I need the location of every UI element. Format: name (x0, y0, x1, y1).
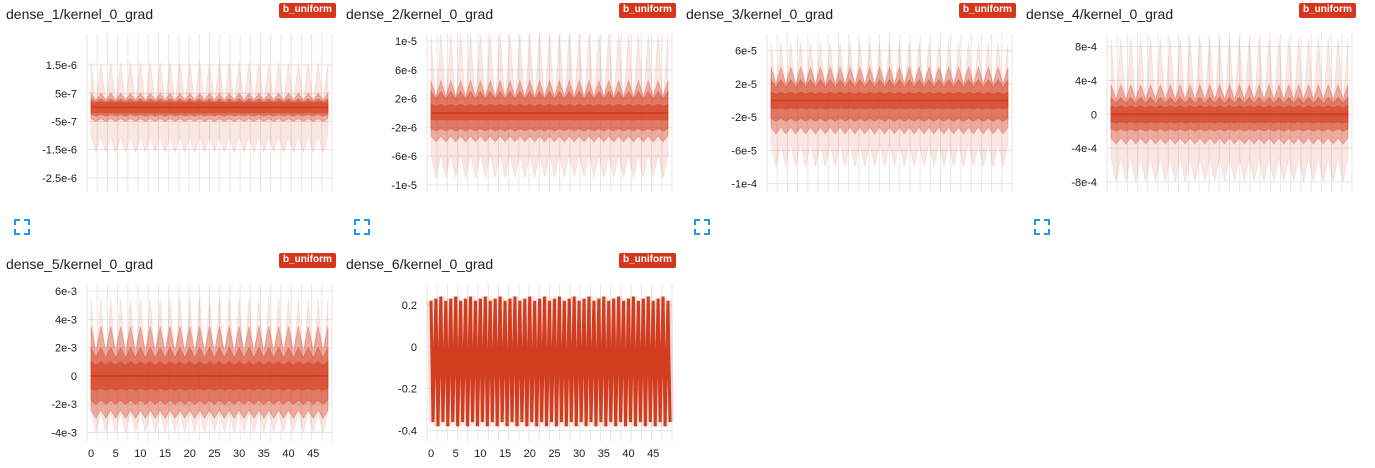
histogram-plot[interactable]: 6e-5 2e-5 -2e-5 -6e-5 -1e-4 (680, 0, 1020, 200)
y-tick-label: -2.5e-6 (42, 173, 77, 185)
y-tick-label: -4e-3 (51, 428, 77, 440)
y-tick-label: 4e-4 (1075, 75, 1097, 87)
chart-card-1: dense_1/kernel_0_grad b_uniform 1.5e-6 5e… (0, 0, 340, 240)
y-tick-label: -6e-6 (391, 151, 417, 163)
y-tick-label: -0.2 (398, 384, 417, 396)
chart-card-2: dense_2/kernel_0_grad b_uniform 1e-5 6e-6… (340, 0, 680, 240)
chart-card-6: dense_6/kernel_0_grad b_uniform 0.2 0 -0.2… (340, 250, 680, 468)
y-tick-label: 4e-3 (55, 314, 77, 326)
x-tick-label: 0 (428, 448, 434, 460)
x-tick-label: 35 (258, 448, 270, 460)
y-tick-label: -1e-5 (391, 180, 417, 192)
x-tick-label: 45 (647, 448, 659, 460)
y-tick-label: 0 (411, 342, 417, 354)
y-tick-label: 8e-4 (1075, 42, 1097, 54)
y-tick-label: 1e-5 (395, 36, 417, 48)
y-tick-label: -2e-3 (51, 399, 77, 411)
x-tick-label: 20 (524, 448, 536, 460)
x-tick-label: 20 (184, 448, 196, 460)
y-tick-label: -4e-4 (1071, 143, 1097, 155)
x-tick-label: 45 (307, 448, 319, 460)
y-tick-label: -2e-6 (391, 122, 417, 134)
y-tick-label: -1.5e-6 (42, 145, 77, 157)
chart-card-3: dense_3/kernel_0_grad b_uniform 6e-5 2e-5… (680, 0, 1020, 240)
histogram-plot[interactable]: 0.2 0 -0.2 -0.4 0 5 10 15 20 25 30 35 40 45 (340, 250, 680, 468)
run-badge: b_uniform (959, 3, 1016, 18)
series-halo (427, 296, 674, 427)
chart-title: dense_4/kernel_0_grad (1026, 6, 1174, 22)
chart-title: dense_2/kernel_0_grad (346, 6, 494, 22)
histogram-plot[interactable]: 1.5e-6 5e-7 -5e-7 -1.5e-6 -2.5e-6 (0, 0, 340, 200)
y-tick-label: 2e-5 (735, 79, 757, 91)
x-tick-label: 25 (548, 448, 560, 460)
y-tick-label: 0 (1091, 109, 1097, 121)
y-tick-label: 6e-5 (735, 46, 757, 58)
histogram-plot[interactable]: 1e-5 6e-6 2e-6 -2e-6 -6e-6 -1e-5 (340, 0, 680, 200)
chart-title: dense_3/kernel_0_grad (686, 6, 834, 22)
expand-icon[interactable] (694, 219, 710, 235)
x-tick-label: 30 (573, 448, 585, 460)
run-badge: b_uniform (279, 253, 336, 268)
y-tick-label: 2e-3 (55, 343, 77, 355)
x-tick-label: 25 (208, 448, 220, 460)
expand-icon[interactable] (14, 219, 30, 235)
y-tick-label: -1e-4 (731, 179, 757, 191)
expand-icon[interactable] (1034, 219, 1050, 235)
histogram-plot[interactable]: 6e-3 4e-3 2e-3 0 -2e-3 -4e-3 0 5 10 15 20 25 30 35 40 4… (0, 250, 340, 468)
x-tick-label: 15 (159, 448, 171, 460)
y-tick-label: 5e-7 (55, 88, 77, 100)
y-tick-label: 1.5e-6 (46, 60, 77, 72)
histogram-plot[interactable]: 8e-4 4e-4 0 -4e-4 -8e-4 (1020, 0, 1360, 200)
chart-title: dense_6/kernel_0_grad (346, 256, 494, 272)
chart-title: dense_5/kernel_0_grad (6, 256, 154, 272)
series-line (429, 296, 672, 427)
chart-title: dense_1/kernel_0_grad (6, 6, 154, 22)
y-tick-label: 6e-6 (395, 65, 417, 77)
run-badge: b_uniform (279, 3, 336, 18)
run-badge: b_uniform (1299, 3, 1356, 18)
y-tick-label: -5e-7 (51, 116, 77, 128)
y-tick-label: -0.4 (398, 426, 417, 438)
x-tick-label: 30 (233, 448, 245, 460)
run-badge: b_uniform (619, 3, 676, 18)
chart-card-4: dense_4/kernel_0_grad b_uniform 8e-4 4e-4… (1020, 0, 1360, 240)
x-tick-label: 0 (88, 448, 94, 460)
run-badge: b_uniform (619, 253, 676, 268)
chart-card-5: dense_5/kernel_0_grad b_uniform 6e-3 4e-3… (0, 250, 340, 468)
y-tick-label: 0 (71, 371, 77, 383)
y-tick-label: -8e-4 (1071, 177, 1097, 189)
y-tick-label: -2e-5 (731, 112, 757, 124)
x-tick-label: 15 (499, 448, 511, 460)
x-tick-label: 40 (622, 448, 634, 460)
x-tick-label: 5 (113, 448, 119, 460)
y-tick-label: -6e-5 (731, 145, 757, 157)
x-tick-label: 40 (282, 448, 294, 460)
y-tick-label: 2e-6 (395, 94, 417, 106)
x-tick-label: 35 (598, 448, 610, 460)
x-tick-label: 5 (453, 448, 459, 460)
x-tick-label: 10 (134, 448, 146, 460)
expand-icon[interactable] (354, 219, 370, 235)
x-tick-label: 10 (474, 448, 486, 460)
y-tick-label: 0.2 (402, 300, 417, 312)
y-tick-label: 6e-3 (55, 286, 77, 298)
